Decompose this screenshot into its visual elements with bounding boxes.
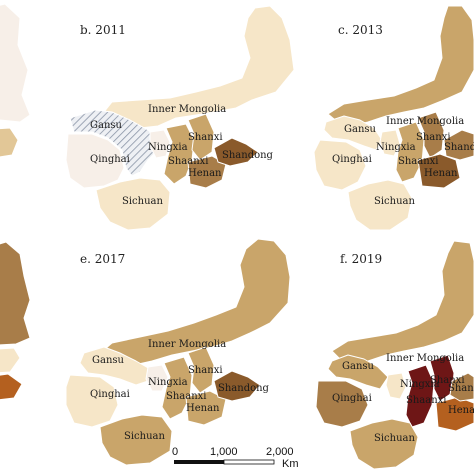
region-inner-mongolia-d: [0, 241, 31, 346]
region-henan-c: [417, 153, 461, 189]
scale-tick-2000: 2,000: [266, 446, 294, 458]
region-ningxia-b: [149, 129, 171, 159]
region-shanxi-e: [187, 346, 215, 394]
label-shanxi-b: Shanxi: [188, 132, 223, 143]
label-qinghai-e: Qinghai: [90, 389, 130, 400]
label-qinghai-f: Qinghai: [332, 393, 372, 404]
region-sichuan-f: [349, 418, 419, 470]
label-sichuan-c: Sichuan: [374, 196, 415, 207]
region-shaanxi-b: [163, 123, 195, 185]
label-shaanxi-e: Shaanxi: [166, 391, 207, 402]
region-shaanxi-f: [405, 364, 435, 428]
label-inner-mongolia-b: Inner Mongolia: [148, 104, 226, 115]
region-shanxi-b: [187, 113, 215, 161]
region-ningxia-e: [145, 364, 169, 392]
region-shanxi-c: [417, 111, 445, 159]
region-qinghai-e: [65, 374, 119, 428]
map-panel-a: [0, 3, 31, 158]
label-gansu-c: Gansu: [344, 124, 377, 135]
map-panel-e: e. 2017 Gansu Inner Mongolia Ningxia Qin…: [65, 238, 291, 466]
label-gansu-e: Gansu: [92, 355, 125, 366]
scale-bar: 0 1,000 2,000 Km: [172, 446, 299, 470]
label-ningxia-e: Ningxia: [148, 377, 188, 388]
label-shaanxi-c: Shaanxi: [398, 156, 439, 167]
label-ningxia-b: Ningxia: [148, 142, 188, 153]
label-sichuan-b: Sichuan: [122, 196, 163, 207]
label-shanxi-c: Shanxi: [416, 132, 451, 143]
region-gansu-c: [323, 115, 383, 151]
label-qinghai-c: Qinghai: [332, 154, 372, 165]
region-qinghai-f: [315, 380, 369, 428]
region-ningxia-c: [379, 129, 401, 157]
region-shandong-e: [213, 370, 261, 402]
scale-tick-1000: 1,000: [210, 446, 238, 458]
region-ningxia-f: [385, 372, 407, 400]
region-henan-b: [187, 155, 227, 189]
label-ningxia-f: Ningxia: [400, 379, 440, 390]
region-sichuan-b: [95, 177, 171, 231]
label-henan-f: Henan: [448, 405, 474, 416]
region-east-a: [0, 127, 19, 158]
panel-c-title: c. 2013: [338, 23, 383, 37]
label-henan-b: Henan: [188, 168, 222, 179]
region-shandong-b: [213, 137, 259, 167]
map-panel-d: [0, 241, 31, 401]
region-east-d: [0, 347, 21, 374]
label-inner-mongolia-f: Inner Mongolia: [386, 353, 464, 364]
label-ningxia-c: Ningxia: [376, 142, 416, 153]
map-panel-b: b. 2011 Gansu Inner Mongolia Ningxia Qin…: [65, 5, 295, 231]
region-sichuan-c: [347, 179, 413, 231]
label-qinghai-b: Qinghai: [90, 154, 130, 165]
label-shandong-c: Shandong: [444, 142, 474, 153]
region-shaanxi-e: [161, 356, 193, 420]
scale-bar-segment-2: [223, 459, 275, 465]
region-gansu-e: [79, 346, 151, 386]
region-sichuan-e: [99, 414, 173, 466]
region-shanxi-f: [429, 354, 455, 402]
region-qinghai-c: [313, 139, 367, 191]
label-gansu-b: Gansu: [90, 120, 123, 131]
label-sichuan-e: Sichuan: [124, 431, 165, 442]
region-shaanxi-c: [395, 121, 425, 183]
label-shandong-f: Shandong: [448, 383, 474, 394]
scale-bar-segment-1: [174, 460, 224, 464]
region-inner-mongolia-a: [0, 3, 31, 123]
label-inner-mongolia-c: Inner Mongolia: [386, 116, 464, 127]
label-inner-mongolia-e: Inner Mongolia: [148, 339, 226, 350]
region-shandong-c: [443, 129, 474, 161]
label-shandong-e: Shandong: [218, 383, 270, 394]
region-gansu-f: [327, 354, 389, 390]
map-panel-f: f. 2019 Gansu Inner Mongolia Ningxia Qin…: [315, 240, 474, 470]
region-henan-e: [185, 390, 227, 426]
scale-tick-0: 0: [172, 446, 178, 458]
region-shandong-f: [449, 372, 474, 402]
label-shanxi-e: Shanxi: [188, 365, 223, 376]
map-panel-c: c. 2013 Gansu Inner Mongolia Ningxia Qin…: [313, 5, 474, 231]
panel-b-title: b. 2011: [80, 23, 126, 37]
scale-unit: Km: [282, 458, 299, 470]
panel-e-title: e. 2017: [80, 252, 125, 266]
panel-f-title: f. 2019: [340, 252, 382, 266]
label-shaanxi-b: Shaanxi: [168, 156, 209, 167]
label-sichuan-f: Sichuan: [374, 433, 415, 444]
region-henan-d: [0, 373, 23, 401]
label-henan-e: Henan: [186, 403, 220, 414]
region-qinghai-b: [65, 133, 125, 189]
label-henan-c: Henan: [424, 168, 458, 179]
label-shanxi-f: Shanxi: [430, 375, 465, 386]
label-gansu-f: Gansu: [342, 361, 375, 372]
label-shandong-b: Shandong: [222, 150, 274, 161]
region-gansu-b: [69, 109, 161, 177]
label-shaanxi-f: Shaanxi: [406, 395, 447, 406]
